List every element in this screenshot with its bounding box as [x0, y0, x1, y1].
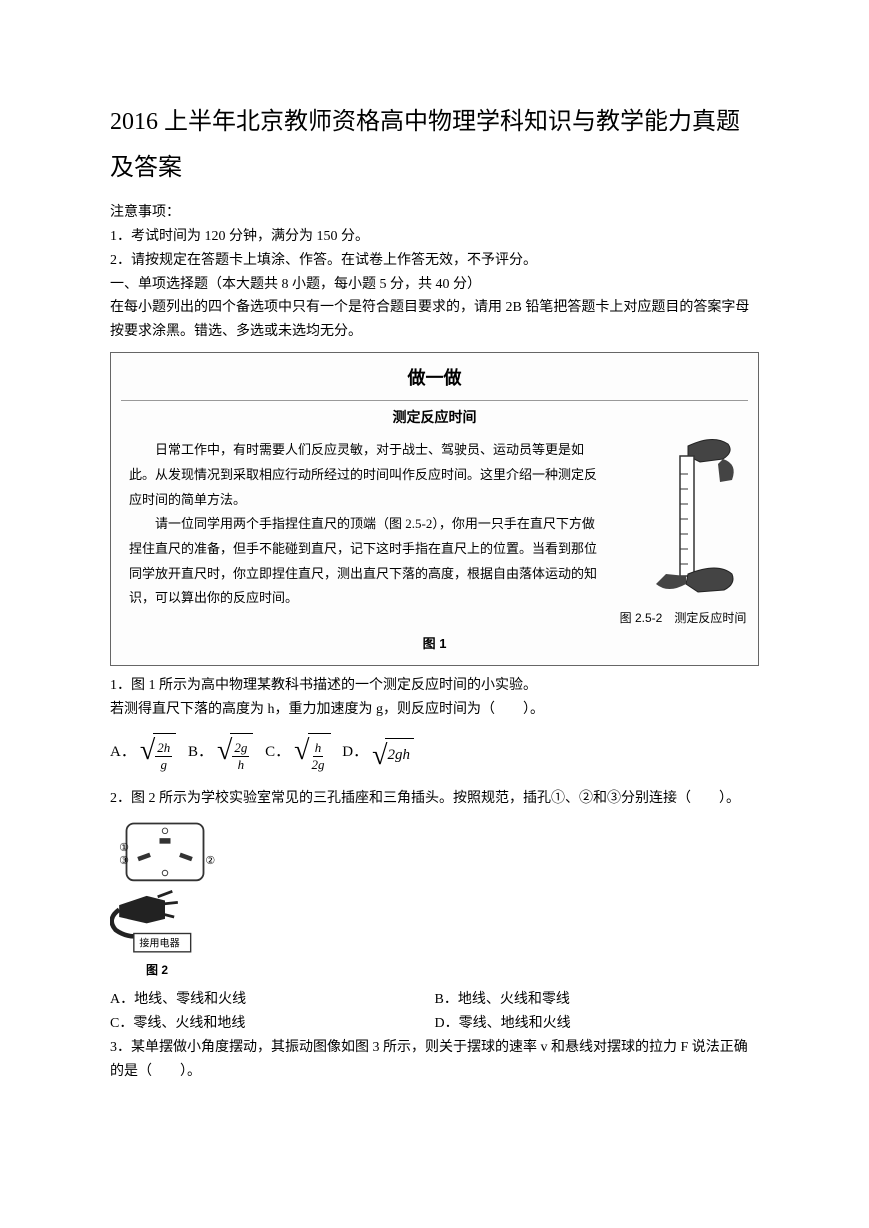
frac-num: 2h — [155, 740, 172, 757]
q2-opt-a: A．地线、零线和火线 — [110, 988, 435, 1012]
q2-opt-c: C．零线、火线和地线 — [110, 1012, 435, 1036]
q1-opt-a-label: A． — [110, 740, 136, 766]
figure-1-para-2: 请一位同学用两个手指捏住直尺的顶端（图 2.5-2），你用一只手在直尺下方做捏住… — [129, 512, 600, 611]
q1-line-1: 1．图 1 所示为高中物理某教科书描述的一个测定反应时间的小实验。 — [110, 674, 759, 698]
q1-opt-d-label: D． — [342, 740, 368, 766]
svg-text:③: ③ — [119, 855, 129, 867]
figure-1-heading-1: 做一做 — [121, 363, 748, 401]
svg-text:接用电器: 接用电器 — [139, 937, 179, 950]
frac-num: 2g — [232, 740, 249, 757]
figure-1-heading-2: 测定反应时间 — [121, 407, 748, 431]
q1-opt-c-formula: √ h 2g — [294, 733, 330, 772]
svg-text:②: ② — [205, 855, 215, 867]
q2-opt-b: B．地线、火线和零线 — [435, 988, 760, 1012]
document-title: 2016 上半年北京教师资格高中物理学科知识与教学能力真题及答案 — [110, 100, 759, 191]
q2-options: A．地线、零线和火线 B．地线、火线和零线 C．零线、火线和地线 D．零线、地线… — [110, 988, 759, 1036]
figure-2-caption: 图 2 — [146, 960, 168, 980]
figure-2-box: ① ② ③ 接用电器 图 2 — [110, 818, 759, 980]
frac-num: h — [313, 740, 324, 757]
q1-line-2: 若测得直尺下落的高度为 h，重力加速度为 g，则反应时间为（ ）。 — [110, 698, 759, 722]
figure-1-bottom-caption: 图 1 — [121, 633, 748, 655]
q1-options: A． √ 2h g B． √ 2g h C． √ h 2g D． — [110, 733, 759, 772]
figure-1-box: 做一做 测定反应时间 日常工作中，有时需要人们反应灵敏，对于战士、驾驶员、运动员… — [110, 352, 759, 666]
section-1-heading: 一、单项选择题（本大题共 8 小题，每小题 5 分，共 40 分） — [110, 273, 759, 297]
q1-opt-c-label: C． — [265, 740, 290, 766]
q2-opt-d: D．零线、地线和火线 — [435, 1012, 760, 1036]
svg-text:①: ① — [119, 842, 129, 854]
q1-opt-b-formula: √ 2g h — [217, 733, 253, 772]
notice-item-2: 2．请按规定在答题卡上填涂、作答。在试卷上作答无效，不予评分。 — [110, 249, 759, 273]
figure-1-para-1: 日常工作中，有时需要人们反应灵敏，对于战士、驾驶员、运动员等更是如此。从发现情况… — [129, 438, 600, 512]
section-1-intro: 在每小题列出的四个备选项中只有一个是符合题目要求的，请用 2B 铅笔把答题卡上对… — [110, 296, 759, 344]
frac-den: g — [158, 757, 169, 773]
q1-opt-a-formula: √ 2h g — [140, 733, 176, 772]
figure-1-text: 日常工作中，有时需要人们反应灵敏，对于战士、驾驶员、运动员等更是如此。从发现情况… — [121, 434, 608, 628]
q2-text: 2．图 2 所示为学校实验室常见的三孔插座和三角插头。按照规范，插孔①、②和③分… — [110, 787, 759, 811]
q1-opt-b-label: B． — [188, 740, 213, 766]
figure-1-illustration: 图 2.5-2 测定反应时间 — [618, 434, 748, 628]
q1-opt-d-formula: √ 2gh — [372, 738, 414, 769]
ruler-hands-icon — [628, 434, 738, 604]
frac-den: 2g — [310, 757, 327, 773]
socket-plug-icon: ① ② ③ 接用电器 — [110, 818, 220, 956]
frac-den: h — [236, 757, 247, 773]
notice-item-1: 1．考试时间为 120 分钟，满分为 150 分。 — [110, 225, 759, 249]
q3-text: 3．某单摆做小角度摆动，其振动图像如图 3 所示，则关于摆球的速率 v 和悬线对… — [110, 1036, 759, 1084]
figure-1-side-caption: 图 2.5-2 测定反应时间 — [620, 608, 747, 628]
notice-header: 注意事项： — [110, 201, 759, 225]
